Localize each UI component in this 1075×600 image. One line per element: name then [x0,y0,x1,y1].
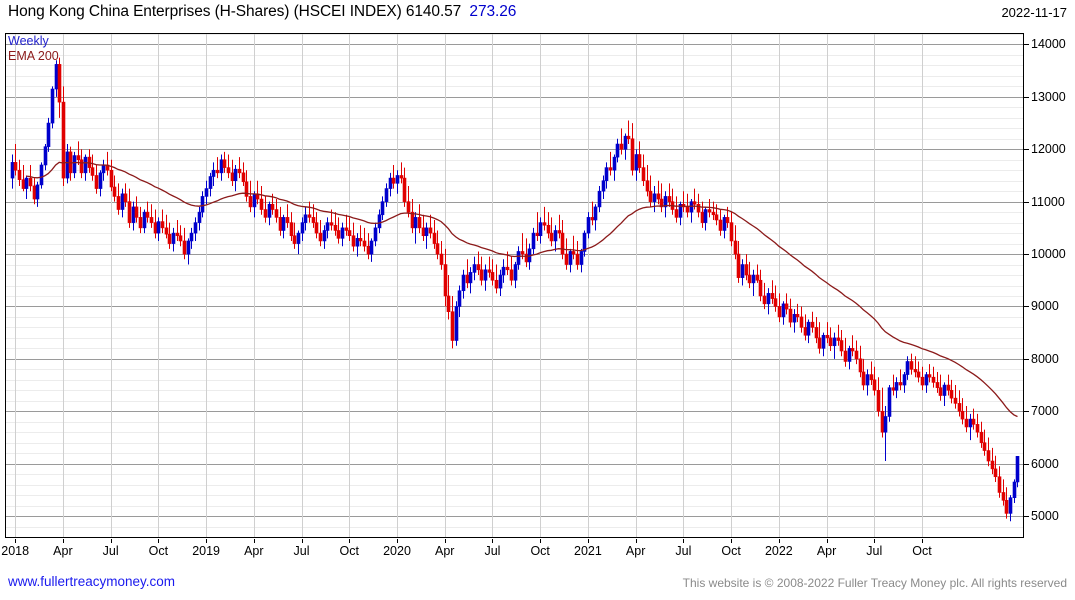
x-axis-tick-label: Oct [721,544,741,558]
x-axis-tick-mark [349,539,350,543]
x-axis-tick-label: Jul [675,544,692,558]
x-axis-tick-label: Jul [102,544,119,558]
x-axis-tick-label: Oct [148,544,169,558]
y-axis-tick-label: 11000 [1031,194,1065,209]
y-axis-tick-mark [1024,411,1029,412]
x-axis-tick-mark [302,539,303,543]
y-axis-tick-label: 12000 [1031,142,1066,157]
chart-footer: www.fullertreacymoney.com This website i… [0,572,1075,594]
y-axis-tick-mark [1024,306,1029,307]
x-axis-tick-mark [540,539,541,543]
x-axis-tick-mark [731,539,732,543]
x-axis-tick-mark [492,539,493,543]
chart-plot-area[interactable] [5,33,1024,538]
x-axis-tick-mark [15,539,16,543]
y-axis-tick-label: 14000 [1031,37,1066,52]
plot-canvas [6,34,1023,537]
site-url-link[interactable]: www.fullertreacymoney.com [8,574,176,589]
x-axis-tick-mark [254,539,255,543]
x-axis: 2018 Apr Jul Oct 2019 Apr Jul Oct 2020 Apr Jul Oct 2… [1,539,1024,559]
y-axis-tick-mark [1024,516,1029,517]
x-axis-tick-label: Jul [293,544,310,558]
y-axis-tick-label: 5000 [1031,509,1059,524]
x-axis-tick-mark [397,539,398,543]
y-axis-tick-mark [1024,254,1029,255]
chart-header: Hong Kong China Enterprises (H-Shares) (… [0,0,1075,30]
x-axis-tick-label: Apr [625,544,646,558]
y-axis-tick-mark [1024,97,1029,98]
y-axis-tick-mark [1024,359,1029,360]
x-axis-tick-label: Jul [484,544,501,558]
quote-date: 2022-11-17 [1001,5,1067,20]
x-axis-tick-label: 2021 [574,544,602,558]
x-axis-tick-mark [63,539,64,543]
x-axis-tick-mark [206,539,207,543]
x-axis-tick-mark [636,539,637,543]
y-axis-tick-mark [1024,149,1029,150]
x-axis-tick-mark [827,539,828,543]
page-title: Hong Kong China Enterprises (H-Shares) (… [8,3,516,21]
y-axis-tick-mark [1024,464,1029,465]
price-change: 273.26 [469,3,517,20]
x-axis-tick-label: Oct [530,544,550,558]
x-axis-tick-label: 2018 [1,544,30,558]
x-axis-tick-label: Oct [339,544,360,558]
x-axis-tick-mark [922,539,923,543]
y-axis-tick-label: 6000 [1031,456,1059,471]
y-axis-tick-label: 13000 [1031,89,1066,104]
copyright-notice: This website is © 2008-2022 Fuller Treac… [682,576,1067,590]
x-axis-tick-label: Apr [816,544,837,558]
x-axis-tick-label: 2022 [764,544,793,558]
x-axis-tick-mark [779,539,780,543]
x-axis-tick-label: Apr [435,544,455,558]
x-axis-tick-label: Jul [866,544,883,558]
x-axis-tick-mark [158,539,159,543]
instrument-name: Hong Kong China Enterprises (H-Shares) (… [8,3,402,20]
y-axis-tick-label: 7000 [1031,404,1059,419]
x-axis-tick-mark [111,539,112,543]
x-axis-tick-mark [588,539,589,543]
y-axis-tick-label: 9000 [1031,299,1059,314]
x-axis-tick-mark [874,539,875,543]
y-axis-tick-mark [1024,202,1029,203]
last-price: 6140.57 [405,3,462,20]
chart-gridlines [6,34,1023,537]
y-axis-tick-mark [1024,44,1029,45]
y-axis-tick-label: 8000 [1031,351,1059,366]
y-axis-tick-label: 10000 [1031,247,1066,262]
price-series [10,57,1020,522]
x-axis-tick-mark [683,539,684,543]
x-axis-tick-label: 2019 [192,544,220,558]
x-axis-tick-label: Apr [53,544,73,558]
x-axis-tick-label: Apr [244,544,264,558]
x-axis-tick-label: Oct [912,544,932,558]
y-axis: 5000 6000 7000 8000 9000 10000 11000 12000 13000… [1024,33,1075,538]
x-axis-tick-label: 2020 [383,544,411,558]
x-axis-tick-mark [445,539,446,543]
